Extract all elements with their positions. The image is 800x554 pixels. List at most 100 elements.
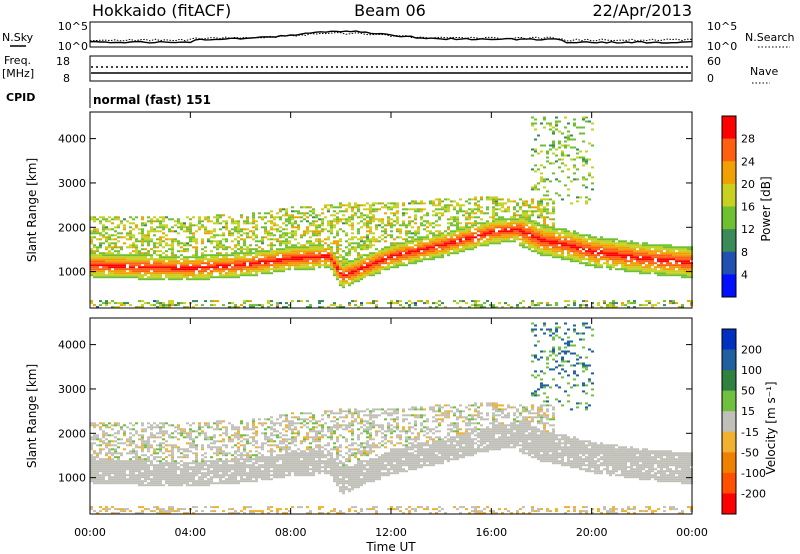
velocity-cell (126, 508, 129, 511)
power-cell (474, 242, 477, 245)
power-cell (291, 234, 294, 237)
power-cell (282, 256, 285, 259)
power-cell (177, 270, 180, 273)
power-cell (318, 260, 321, 263)
power-cell (375, 266, 378, 269)
power-cell (585, 240, 588, 243)
velocity-cell (114, 470, 117, 473)
power-cell (513, 236, 516, 239)
power-cell (324, 216, 327, 219)
power-cell (567, 252, 570, 255)
velocity-cell (156, 506, 159, 509)
power-cell (351, 246, 354, 249)
power-cell (561, 242, 564, 245)
power-cell (222, 226, 225, 229)
power-cell (633, 242, 636, 245)
power-cell (546, 246, 549, 249)
power-cell (507, 222, 510, 225)
power-cell (387, 250, 390, 253)
power-cell (159, 226, 162, 229)
power-cell (411, 256, 414, 259)
power-cell (534, 224, 537, 227)
power-cell (237, 268, 240, 271)
power-cell (171, 272, 174, 275)
power-cell (426, 234, 429, 237)
power-cell (639, 248, 642, 251)
power-cell (531, 222, 534, 225)
power-cell (159, 230, 162, 233)
power-cell (273, 258, 276, 261)
power-cell (117, 256, 120, 259)
velocity-cell (135, 470, 138, 473)
power-cell (345, 258, 348, 261)
velocity-cell (159, 480, 162, 483)
velocity-cell (165, 510, 168, 513)
power-cell (417, 228, 420, 231)
power-cell (615, 242, 618, 245)
power-cell (615, 248, 618, 251)
power-cell (546, 250, 549, 253)
power-cell (672, 272, 675, 275)
velocity-cell (96, 424, 99, 427)
power-cell (447, 240, 450, 243)
power-cell (276, 212, 279, 215)
power-cell (522, 214, 525, 217)
velocity-cell (144, 466, 147, 469)
power-cell (369, 274, 372, 277)
velocity-cell (90, 454, 93, 457)
power-cell (642, 242, 645, 245)
power-cell (309, 222, 312, 225)
power-cell (561, 132, 564, 135)
velocity-cell (162, 442, 165, 445)
power-cell (156, 268, 159, 271)
power-cell (258, 304, 261, 307)
power-cell (516, 238, 519, 241)
power-cell (372, 302, 375, 305)
power-cell (498, 226, 501, 229)
power-cell (234, 220, 237, 223)
colorbar-swatch (722, 206, 736, 230)
power-cell (198, 218, 201, 221)
power-cell (369, 258, 372, 261)
power-cell (342, 256, 345, 259)
power-cell (327, 230, 330, 233)
power-cell (159, 250, 162, 253)
power-cell (492, 216, 495, 219)
power-cell (318, 244, 321, 247)
power-cell (228, 258, 231, 261)
power-cell (660, 252, 663, 255)
power-cell (210, 240, 213, 243)
power-cell (378, 266, 381, 269)
power-cell (462, 236, 465, 239)
power-cell (555, 248, 558, 251)
power-cell (477, 200, 480, 203)
power-cell (618, 258, 621, 261)
power-cell (333, 262, 336, 265)
power-cell (444, 204, 447, 207)
velocity-cell (159, 484, 162, 487)
power-cell (546, 230, 549, 233)
power-cell (567, 256, 570, 259)
power-cell (543, 144, 546, 147)
power-cell (492, 242, 495, 245)
power-cell (291, 222, 294, 225)
power-cell (318, 266, 321, 269)
velocity-cell (123, 480, 126, 483)
power-cell (438, 208, 441, 211)
power-cell (363, 270, 366, 273)
power-cell (474, 300, 477, 303)
power-cell (183, 242, 186, 245)
power-cell (303, 264, 306, 267)
power-cell (429, 306, 432, 309)
power-cell (510, 216, 513, 219)
power-cell (453, 220, 456, 223)
power-cell (372, 210, 375, 213)
power-cell (156, 260, 159, 263)
power-cell (558, 158, 561, 161)
power-cell (492, 198, 495, 201)
power-cell (324, 266, 327, 269)
power-cell (255, 244, 258, 247)
power-cell (306, 264, 309, 267)
power-cell (111, 252, 114, 255)
power-cell (516, 232, 519, 235)
